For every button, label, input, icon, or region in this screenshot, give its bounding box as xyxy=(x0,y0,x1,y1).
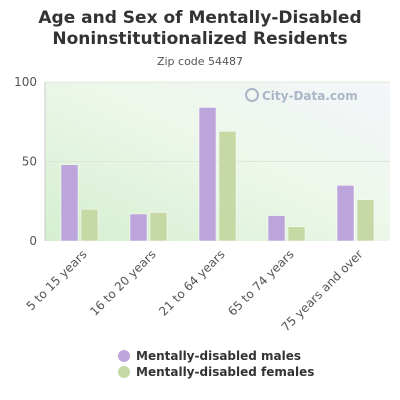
bar-females xyxy=(218,131,237,242)
legend-label-females: Mentally-disabled females xyxy=(136,365,315,379)
chart-title: Age and Sex of Mentally-Disabled Noninst… xyxy=(0,8,400,50)
chart-title-line-1: Age and Sex of Mentally-Disabled xyxy=(38,8,362,28)
x-tick-label: 65 to 74 years xyxy=(225,247,296,318)
x-tick-label: 16 to 20 years xyxy=(87,247,158,318)
x-tick-label: 21 to 64 years xyxy=(156,247,227,318)
watermark: City-Data.com xyxy=(245,88,358,103)
legend-item-females: Mentally-disabled females xyxy=(118,365,314,379)
bar-females xyxy=(287,226,306,242)
legend-swatch-females xyxy=(118,366,130,378)
legend-label-males: Mentally-disabled males xyxy=(136,349,302,363)
legend-swatch-males xyxy=(118,350,130,362)
bar-females xyxy=(80,208,99,242)
chart-title-line-2: Noninstitutionalized Residents xyxy=(52,29,348,49)
bar-males xyxy=(336,185,355,242)
x-tick-label: 5 to 15 years xyxy=(24,247,90,313)
bar-males xyxy=(129,213,148,242)
y-tick-label: 0 xyxy=(29,234,37,248)
y-tick-label: 50 xyxy=(22,155,37,169)
y-tick-label: 100 xyxy=(14,75,37,89)
bar-males xyxy=(60,164,79,242)
watermark-text: City-Data.com xyxy=(262,89,358,103)
legend-item-males: Mentally-disabled males xyxy=(118,349,301,363)
chart-subtitle: Zip code 54487 xyxy=(156,55,244,68)
bar-males xyxy=(267,215,286,242)
bar-females xyxy=(149,212,168,242)
bar-males xyxy=(198,107,217,242)
bar-females xyxy=(356,199,375,242)
